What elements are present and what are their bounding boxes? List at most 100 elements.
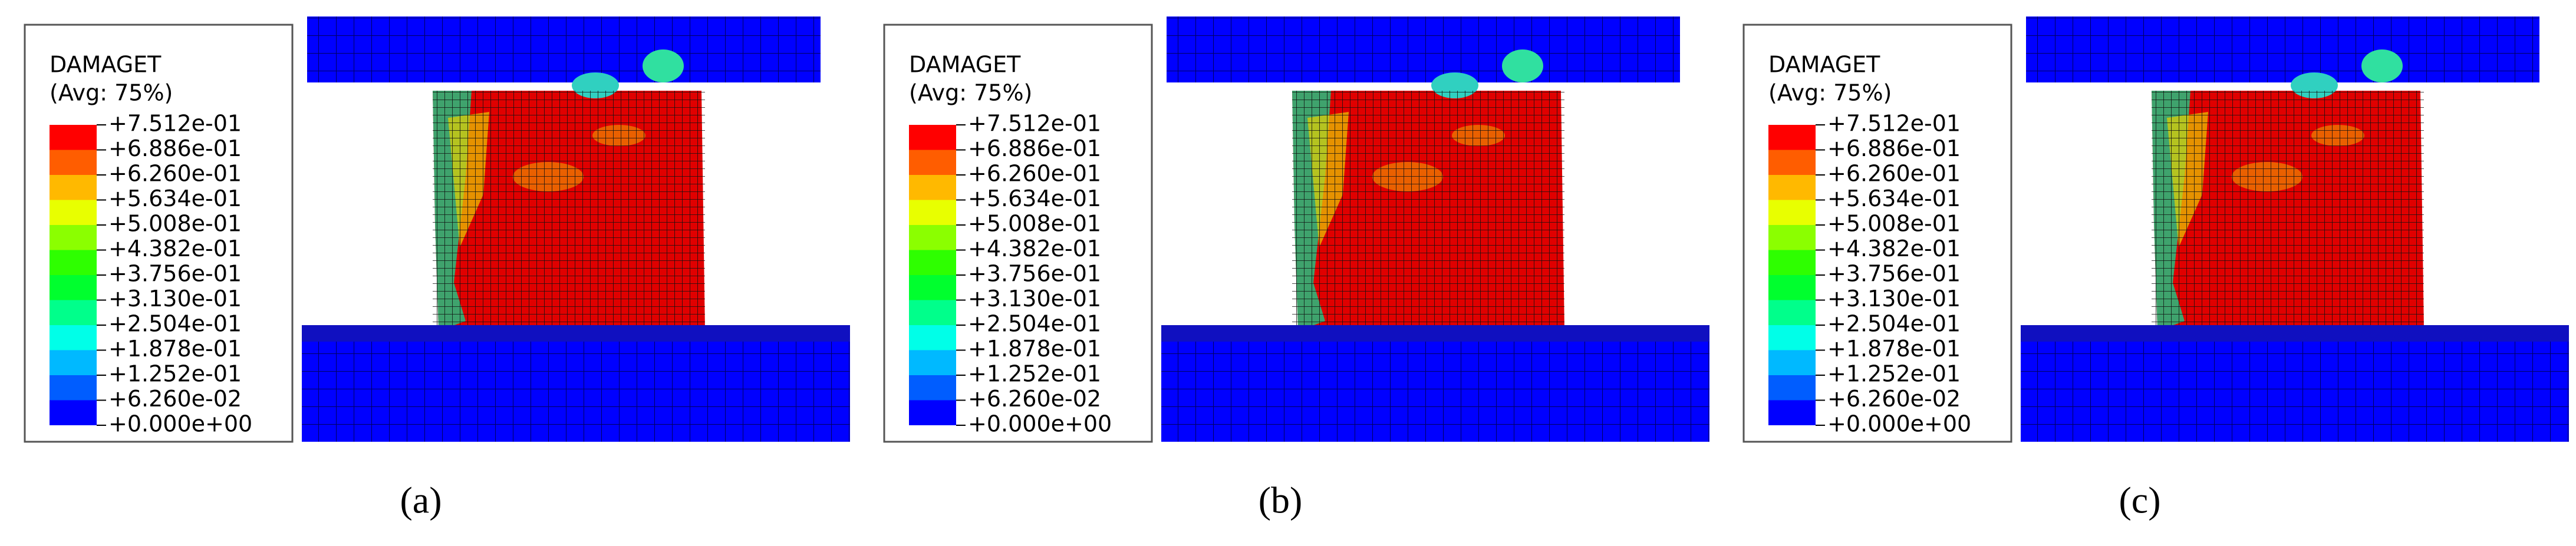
legend-swatch (1768, 400, 1816, 425)
top-plate-mesh (1167, 16, 1680, 82)
legend-label: +5.008e-01 (1827, 211, 1961, 237)
caption: (b) (1259, 479, 1303, 521)
legend-title: DAMAGET (50, 52, 162, 78)
model (1161, 16, 1709, 442)
legend-label: +5.634e-01 (1827, 186, 1961, 211)
legend-swatch (909, 150, 956, 175)
legend-swatch (50, 175, 97, 200)
legend-swatch (50, 375, 97, 401)
legend-label: +5.008e-01 (968, 211, 1101, 237)
legend-swatch (50, 225, 97, 250)
legend-label: +0.000e+00 (1827, 411, 1971, 437)
model (302, 16, 850, 442)
legend-label: +3.130e-01 (1827, 286, 1961, 312)
legend-label: +7.512e-01 (1827, 111, 1961, 137)
legend-label: +3.756e-01 (108, 261, 242, 287)
specimen-mesh (2152, 91, 2424, 331)
legend-swatch (50, 300, 97, 325)
legend-label: +6.886e-01 (1827, 135, 1961, 161)
legend-swatch (909, 400, 956, 425)
legend-swatch (50, 150, 97, 175)
legend-swatch (909, 225, 956, 250)
legend-label: +7.512e-01 (968, 111, 1101, 137)
bottom-block-mesh (2021, 342, 2569, 442)
legend-subtitle: (Avg: 75%) (1768, 80, 1892, 106)
legend-swatch (909, 275, 956, 300)
legend-swatch (50, 325, 97, 350)
damage-top (2361, 49, 2403, 82)
panel: DAMAGET(Avg: 75%)+7.512e-01+6.886e-01+6.… (1742, 16, 2569, 521)
bottom-block-top (2021, 325, 2569, 342)
specimen-mesh (433, 91, 705, 331)
legend-label: +3.756e-01 (1827, 261, 1961, 287)
legend-label: +1.878e-01 (108, 336, 242, 362)
damage-top (1502, 49, 1543, 82)
legend-swatch (909, 125, 956, 150)
legend-subtitle: (Avg: 75%) (909, 80, 1032, 106)
model (2021, 16, 2569, 442)
legend-swatch (1768, 300, 1816, 325)
caption: (c) (2119, 479, 2160, 521)
legend-swatch (50, 350, 97, 375)
legend-label: +6.260e-02 (1827, 386, 1961, 412)
legend-label: +6.260e-02 (108, 386, 242, 412)
panel: DAMAGET(Avg: 75%)+7.512e-01+6.886e-01+6.… (24, 16, 850, 521)
legend-swatch (909, 175, 956, 200)
legend-swatch (1768, 225, 1816, 250)
legend-swatch (909, 325, 956, 350)
legend-swatch (1768, 250, 1816, 275)
legend-swatch (1768, 275, 1816, 300)
legend-label: +6.260e-01 (108, 161, 242, 187)
legend-label: +1.252e-01 (1827, 361, 1961, 387)
legend-swatch (50, 200, 97, 225)
legend-swatch (50, 125, 97, 150)
legend-swatch (1768, 325, 1816, 350)
legend-subtitle: (Avg: 75%) (50, 80, 173, 106)
legend-swatch (909, 300, 956, 325)
top-plate-mesh (2026, 16, 2539, 82)
legend-swatch (909, 350, 956, 375)
legend-label: +6.260e-02 (968, 386, 1101, 412)
top-plate-mesh (307, 16, 821, 82)
legend-swatch (50, 275, 97, 300)
panel: DAMAGET(Avg: 75%) +7.512e-01+6.886e-01 +6.… (883, 16, 1709, 521)
legend-label: +0.000e+00 (108, 411, 252, 437)
legend-swatch (909, 250, 956, 275)
legend-swatch (909, 200, 956, 225)
legend-swatch (1768, 175, 1816, 200)
bottom-block-top (302, 325, 850, 342)
legend-label: +4.382e-01 (108, 236, 242, 262)
legend-swatch (50, 250, 97, 275)
legend-swatch (50, 400, 97, 425)
damage-top (643, 49, 684, 82)
legend-label: +4.382e-01 (1827, 236, 1961, 262)
legend-label: +2.504e-01 (1827, 311, 1961, 337)
legend-label: +0.000e+00 (968, 411, 1112, 437)
legend-label: +1.252e-01 (968, 361, 1101, 387)
legend-label: +2.504e-01 (968, 311, 1101, 337)
bottom-block-top (1161, 325, 1709, 342)
legend-label: +2.504e-01 (108, 311, 242, 337)
legend-label: +1.878e-01 (1827, 336, 1961, 362)
legend-label: +5.008e-01 (108, 211, 242, 237)
legend-label: +7.512e-01 (108, 111, 242, 137)
legend-label: +3.130e-01 (968, 286, 1101, 312)
legend-label: +5.634e-01 (968, 186, 1101, 211)
legend-label: +4.382e-01 (968, 236, 1101, 262)
caption: (a) (400, 479, 442, 521)
legend-label: +1.252e-01 (108, 361, 242, 387)
legend-label: +6.886e-01 (108, 135, 242, 161)
specimen-mesh (1292, 91, 1564, 331)
legend-swatch (1768, 350, 1816, 375)
legend-label: +3.756e-01 (968, 261, 1101, 287)
bottom-block-mesh (302, 342, 850, 442)
bottom-block-mesh (1161, 342, 1709, 442)
legend-label: +6.260e-01 (1827, 161, 1961, 187)
legend-title: DAMAGET (1768, 52, 1880, 78)
legend-title: DAMAGET (909, 52, 1021, 78)
legend-swatch (1768, 150, 1816, 175)
legend-swatch (1768, 125, 1816, 150)
legend-label: +6.886e-01 (968, 135, 1101, 161)
